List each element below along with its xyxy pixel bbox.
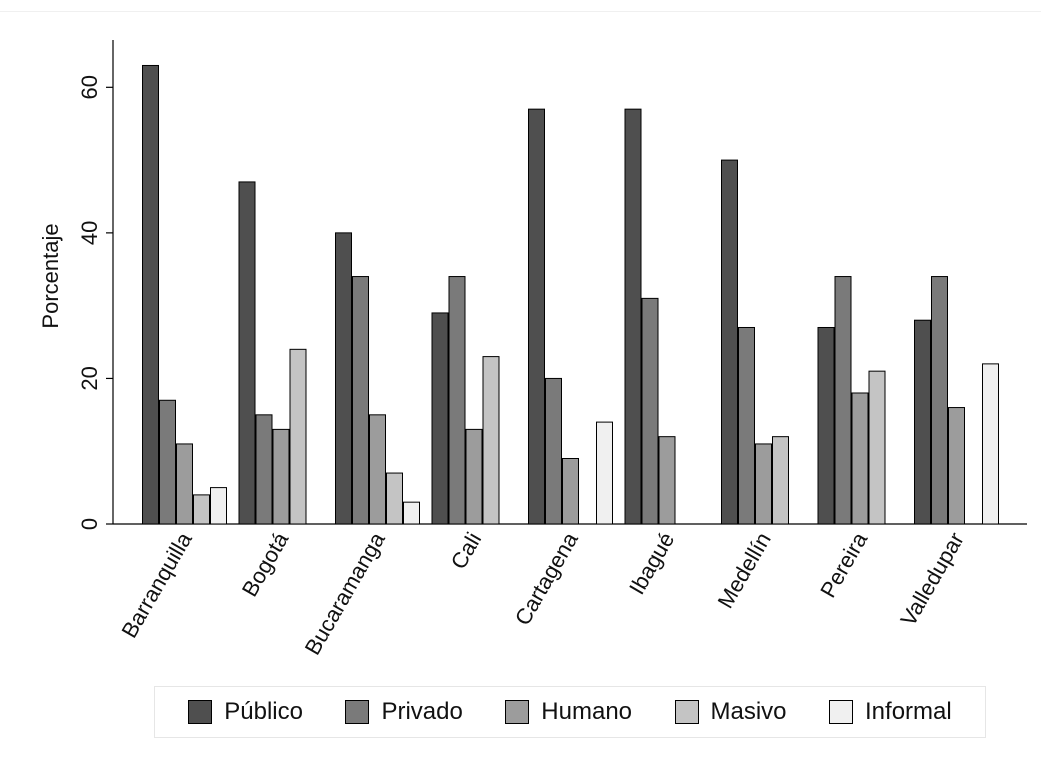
x-tick-label: Ibagué <box>624 528 679 599</box>
bar-público-8 <box>914 319 931 525</box>
legend-item: Masivo <box>674 698 787 726</box>
top-divider <box>0 11 1041 12</box>
x-tick-label: Bogotá <box>237 527 294 601</box>
bar-privado-8 <box>931 276 948 525</box>
legend-swatch <box>345 700 370 724</box>
bar-humano-3 <box>465 428 483 525</box>
bar-público-1 <box>238 181 256 525</box>
bar-masivo-7 <box>868 370 886 525</box>
legend-swatch <box>674 700 699 724</box>
bar-masivo-0 <box>193 494 210 525</box>
bar-humano-0 <box>176 443 193 525</box>
bar-privado-6 <box>738 326 755 525</box>
bar-privado-3 <box>448 276 466 525</box>
legend-item: Privado <box>345 698 463 726</box>
legend-swatch <box>829 700 854 724</box>
y-tick-label: 60 <box>77 75 102 99</box>
y-tick-label: 0 <box>77 518 102 530</box>
bar-privado-1 <box>255 414 273 525</box>
legend-item: Público <box>188 698 303 726</box>
x-tick-label: Valledupar <box>895 528 968 630</box>
bar-público-7 <box>817 326 835 525</box>
legend-label: Privado <box>381 698 463 725</box>
bar-humano-8 <box>948 407 965 525</box>
bar-humano-2 <box>369 414 386 525</box>
bar-humano-1 <box>272 428 290 525</box>
legend-item: Informal <box>829 698 952 726</box>
y-axis-title: Porcentaje <box>38 223 63 328</box>
bar-privado-7 <box>834 276 852 525</box>
bar-público-3 <box>431 312 449 525</box>
bar-humano-5 <box>658 436 676 525</box>
bar-masivo-3 <box>482 356 500 525</box>
x-tick-label: Pereira <box>815 527 872 602</box>
bar-público-5 <box>624 108 642 525</box>
bar-público-0 <box>142 64 159 525</box>
bar-masivo-2 <box>386 472 403 525</box>
bar-informal-8 <box>982 363 999 525</box>
legend-label: Humano <box>541 698 633 725</box>
bar-privado-5 <box>641 297 659 525</box>
bar-privado-4 <box>545 377 562 525</box>
legend: Público Privado Humano Masivo Informal <box>154 686 986 738</box>
bar-masivo-6 <box>772 436 789 525</box>
bar-humano-7 <box>851 392 869 525</box>
bar-masivo-1 <box>289 348 307 525</box>
y-tick-label: 20 <box>77 366 102 390</box>
bar-humano-4 <box>562 457 579 525</box>
x-tick-label: Cartagena <box>510 527 583 629</box>
x-tick-label: Bucaramanga <box>300 527 391 659</box>
bar-público-4 <box>528 108 545 525</box>
y-tick-label: 40 <box>77 221 102 245</box>
bar-chart-plot: 0 20 40 60 Porcentaje Barranquilla Bogotá Bucar… <box>38 40 1027 659</box>
bar-privado-0 <box>159 399 176 525</box>
bar-privado-2 <box>352 276 369 525</box>
bar-informal-0 <box>210 487 227 525</box>
bar-informal-4 <box>596 421 613 525</box>
legend-swatch <box>188 700 213 724</box>
x-tick-label: Barranquilla <box>116 527 197 642</box>
bar-público-2 <box>335 232 352 525</box>
legend-swatch <box>505 700 530 724</box>
x-tick-label: Medellín <box>713 528 776 613</box>
legend-label: Informal <box>865 698 952 725</box>
x-tick-label: Cali <box>446 528 487 573</box>
bar-humano-6 <box>755 443 772 525</box>
bar-informal-2 <box>403 501 420 525</box>
legend-label: Masivo <box>710 698 787 725</box>
legend-item: Humano <box>505 698 632 726</box>
legend-label: Público <box>224 698 303 725</box>
bar-público-6 <box>721 159 738 525</box>
